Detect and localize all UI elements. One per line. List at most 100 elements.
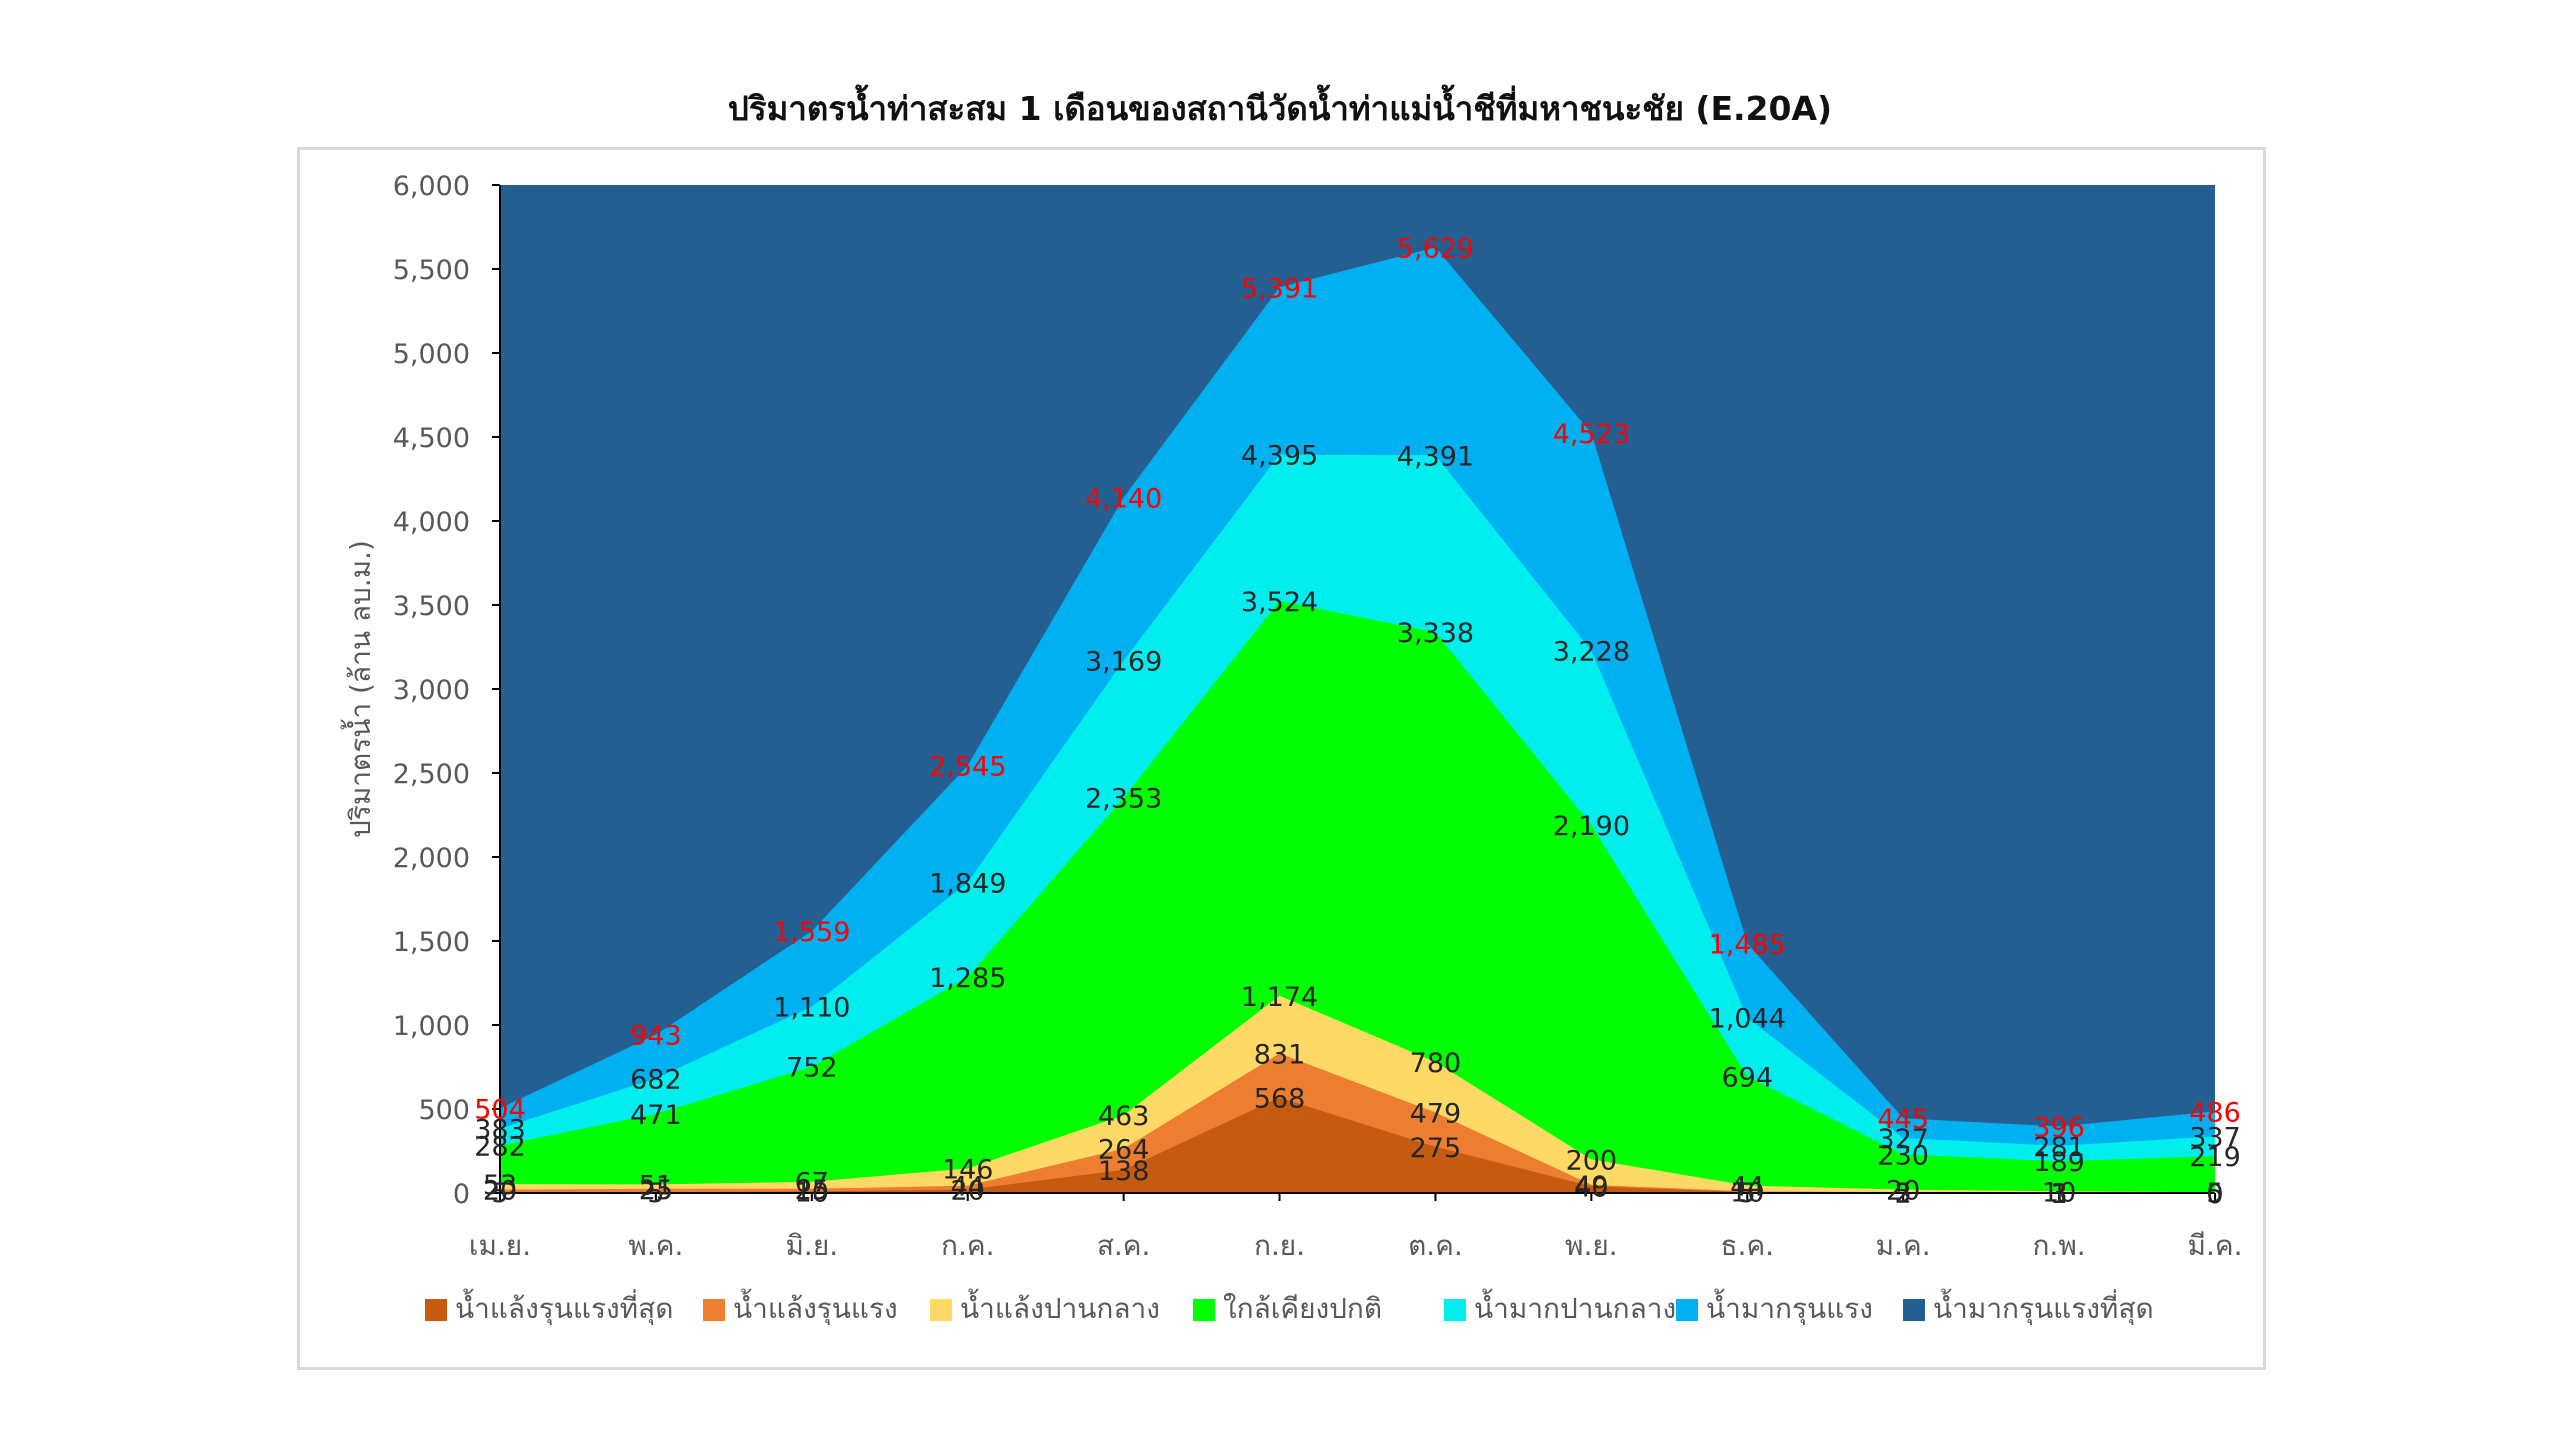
data-label: 1,044	[1709, 1004, 1786, 1035]
x-tick-label: ก.ค.	[941, 1229, 994, 1262]
legend-label: น้ำมากปานกลาง	[1474, 1288, 1676, 1325]
area-series-group	[500, 185, 2215, 1193]
data-label: 200	[1566, 1145, 1618, 1176]
data-label: 4,391	[1397, 441, 1474, 472]
data-label: 694	[1721, 1062, 1773, 1093]
data-label: 44	[951, 1172, 985, 1203]
x-tick-label: ก.ย.	[1254, 1229, 1305, 1262]
data-label: 4,523	[1553, 419, 1630, 450]
data-label: 471	[630, 1100, 682, 1131]
data-label: 1,285	[929, 963, 1006, 994]
legend-label: น้ำแล้งปานกลาง	[960, 1288, 1160, 1325]
data-label: 445	[1877, 1104, 1929, 1135]
data-label: 44	[1730, 1172, 1764, 1203]
legend-swatch	[1444, 1299, 1466, 1321]
data-label: 2,545	[929, 751, 1006, 782]
data-label: 219	[2189, 1142, 2241, 1173]
y-tick-label: 4,000	[393, 507, 470, 538]
y-tick-label: 0	[453, 1179, 470, 1210]
y-tick-label: 5,000	[393, 339, 470, 370]
x-tick-label: ส.ค.	[1097, 1229, 1151, 1262]
data-label: 752	[786, 1053, 838, 1084]
data-label: 3,338	[1397, 618, 1474, 649]
data-label: 1,485	[1709, 930, 1786, 961]
data-label: 479	[1410, 1099, 1462, 1130]
data-label: 0	[2206, 1179, 2223, 1210]
data-label: 5,629	[1397, 233, 1474, 264]
data-label: 5	[1739, 1178, 1756, 1209]
x-tick-label: ธ.ค.	[1720, 1229, 1774, 1262]
y-tick-label: 1,500	[393, 927, 470, 958]
area-1	[500, 1097, 2215, 1193]
data-label: 5	[647, 1178, 664, 1209]
data-label: 275	[1410, 1133, 1462, 1164]
data-label: 264	[1098, 1135, 1150, 1166]
data-label: 49	[1574, 1171, 1608, 1202]
data-label: 831	[1254, 1039, 1306, 1070]
data-label: 25	[795, 1175, 829, 1206]
chart-title: ปริมาตรน้ำท่าสะสม 1 เดือนของสถานีวัดน้ำท…	[727, 89, 1833, 128]
data-label: 67	[795, 1168, 829, 1199]
data-label: 1,174	[1241, 982, 1318, 1013]
data-label: 2	[1895, 1179, 1912, 1210]
data-label: 383	[474, 1115, 526, 1146]
y-tick-label: 1,000	[393, 1011, 470, 1042]
x-tick-label: พ.ค.	[628, 1229, 683, 1262]
data-label: 281	[2033, 1132, 2085, 1163]
data-label: 2,353	[1085, 784, 1162, 815]
data-label: 3,524	[1241, 587, 1318, 618]
data-label: 230	[1877, 1140, 1929, 1171]
y-tick-label: 3,500	[393, 591, 470, 622]
x-tick-label: พ.ย.	[1565, 1229, 1618, 1262]
data-label: 3,228	[1553, 637, 1630, 668]
legend: น้ำแล้งรุนแรงที่สุด น้ำแล้งรุนแรง น้ำแล้งป…	[425, 1288, 2154, 1326]
legend-label: น้ำแล้งรุนแรง	[733, 1288, 898, 1326]
data-label: 5	[1895, 1178, 1912, 1209]
x-tick-label: เม.ย.	[469, 1229, 531, 1262]
data-label: 463	[1098, 1101, 1150, 1132]
data-label: 943	[630, 1021, 682, 1052]
data-label: 504	[474, 1094, 526, 1125]
legend-swatch	[1903, 1299, 1925, 1321]
legend-swatch	[703, 1299, 725, 1321]
data-label: 282	[474, 1132, 526, 1163]
data-label: 1	[2050, 1179, 2067, 1210]
data-label: 682	[630, 1064, 682, 1095]
data-label: 327	[1877, 1124, 1929, 1155]
y-axis-title: ปริมาตรน้ำ (ล้าน ลบ.ม.)	[340, 540, 377, 838]
x-tick-label: มิ.ย.	[785, 1229, 838, 1262]
data-label: 10	[1730, 1177, 1764, 1208]
data-label: 4,395	[1241, 441, 1318, 472]
data-label: 146	[942, 1154, 994, 1185]
legend-label: น้ำมากรุนแรง	[1706, 1288, 1873, 1326]
data-label: 5,391	[1241, 273, 1318, 304]
legend-swatch	[1193, 1299, 1215, 1321]
x-tick-label: มี.ค.	[2188, 1229, 2243, 1262]
data-label: 51	[639, 1170, 673, 1201]
legend-swatch	[1676, 1299, 1698, 1321]
data-label: 3	[2050, 1178, 2067, 1209]
data-label: 5	[2206, 1178, 2223, 1209]
data-label: 396	[2033, 1112, 2085, 1143]
axes-group: 0 500 1,000 1,500 2,000 2,500 3,000 3,500 4,000 4…	[340, 171, 2243, 1262]
data-label: 25	[639, 1175, 673, 1206]
y-tick-label: 2,500	[393, 759, 470, 790]
data-label: 40	[1574, 1172, 1608, 1203]
data-label: 780	[1410, 1048, 1462, 1079]
data-label: 10	[2042, 1177, 2076, 1208]
data-label: 138	[1098, 1156, 1150, 1187]
legend-swatch	[425, 1299, 447, 1321]
legend-label: น้ำมากรุนแรงที่สุด	[1933, 1288, 2154, 1326]
data-label: 4,140	[1085, 483, 1162, 514]
legend-swatch	[930, 1299, 952, 1321]
data-label: 1,849	[929, 868, 1006, 899]
data-label: 189	[2033, 1147, 2085, 1178]
area-4	[500, 600, 2215, 1193]
x-tick-label: ต.ค.	[1408, 1229, 1463, 1262]
y-tick-label: 500	[418, 1095, 470, 1126]
data-label: 1,559	[773, 917, 850, 948]
data-label: 1,110	[773, 993, 850, 1024]
